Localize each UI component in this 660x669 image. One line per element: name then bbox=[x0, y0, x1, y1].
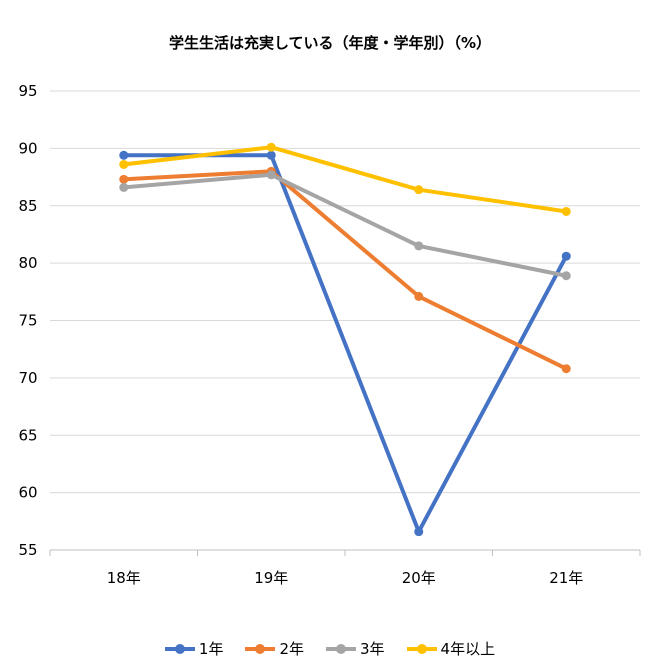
legend-label: 1年 bbox=[198, 640, 224, 658]
legend-label: 3年 bbox=[360, 640, 385, 658]
data-point bbox=[414, 291, 424, 301]
data-point bbox=[119, 150, 129, 160]
y-tick-label: 70 bbox=[18, 369, 37, 387]
legend-marker bbox=[164, 643, 195, 654]
legend-item: 1年 bbox=[164, 638, 224, 659]
data-point bbox=[266, 170, 276, 180]
y-tick-label: 55 bbox=[18, 541, 37, 559]
data-point bbox=[561, 271, 571, 281]
data-point bbox=[414, 185, 424, 195]
series-line-4年以上 bbox=[123, 145, 567, 214]
legend-item: 3年 bbox=[326, 638, 385, 659]
data-point bbox=[119, 159, 129, 169]
data-point bbox=[119, 174, 129, 184]
x-tick-label: 18年 bbox=[107, 569, 141, 587]
data-point bbox=[414, 527, 424, 537]
y-tick-label: 95 bbox=[18, 82, 37, 100]
series-line-3年 bbox=[123, 172, 567, 278]
y-tick-label: 60 bbox=[18, 484, 37, 502]
legend-item: 4年以上 bbox=[406, 638, 496, 659]
legend-marker bbox=[245, 643, 276, 654]
legend-marker bbox=[406, 643, 437, 654]
legend-marker bbox=[326, 643, 356, 654]
data-point bbox=[119, 182, 129, 192]
y-tick-label: 85 bbox=[18, 197, 37, 215]
data-point bbox=[561, 251, 571, 261]
chart-title: 学生生活は充実している（年度・学年別）（%） bbox=[168, 34, 492, 52]
legend-label: 2年 bbox=[279, 640, 304, 658]
legend: 1年 2年 3年 4年以上 bbox=[0, 638, 660, 659]
x-tick-label: 19年 bbox=[254, 569, 288, 587]
y-tick-label: 65 bbox=[18, 426, 37, 444]
data-point bbox=[266, 150, 276, 160]
data-point bbox=[414, 241, 424, 251]
data-point bbox=[561, 364, 571, 374]
y-tick-label: 90 bbox=[18, 139, 37, 157]
y-tick-label: 75 bbox=[18, 312, 37, 330]
legend-item: 2年 bbox=[245, 638, 304, 659]
data-point bbox=[266, 142, 276, 152]
x-tick-label: 20年 bbox=[402, 569, 436, 587]
legend-label: 4年以上 bbox=[440, 640, 496, 658]
x-tick-label: 21年 bbox=[549, 569, 583, 587]
y-tick-label: 80 bbox=[18, 254, 37, 272]
series-line-2年 bbox=[123, 169, 568, 371]
data-point bbox=[561, 206, 571, 216]
